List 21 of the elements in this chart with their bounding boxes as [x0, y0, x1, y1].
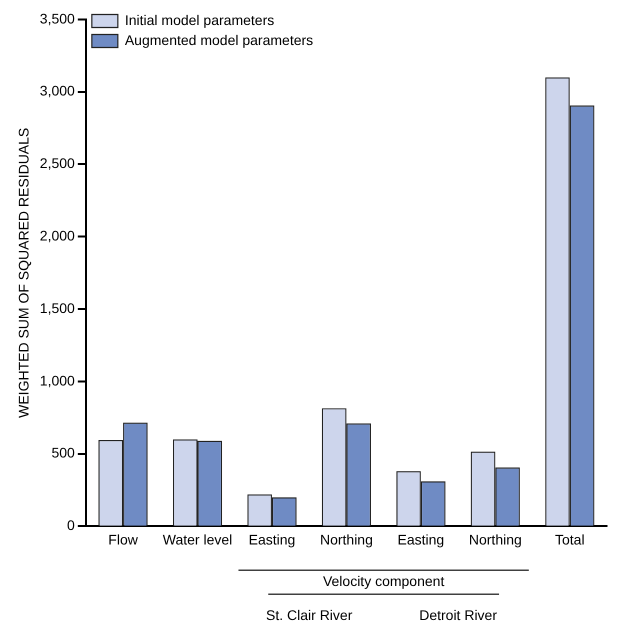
x-tick-label: Water level [162, 531, 232, 548]
x-tick-label: Northing [468, 531, 522, 548]
legend-label: Initial model parameters [124, 12, 274, 28]
x-tick-label: Easting [248, 531, 296, 548]
y-tick-label: 3,500 [40, 10, 76, 26]
x-tick-label: Total [554, 531, 585, 548]
legend-label: Augmented model parameters [124, 32, 314, 48]
y-axis-title: WEIGHTED SUM OF SQUARED RESIDUALS [15, 128, 32, 418]
x-tick-label: Flow [108, 531, 139, 548]
x-tick-label: Easting [398, 531, 444, 548]
y-tick-label: 0 [67, 517, 76, 534]
text: Velocity component [322, 573, 444, 590]
x-tick-label: Northing [320, 531, 373, 548]
y-tick-label: 3,000 [40, 82, 76, 99]
y-tick-label: 2,000 [40, 227, 76, 244]
y-tick-label: 1,500 [40, 300, 76, 316]
text: Detroit River [419, 607, 498, 624]
y-tick-label: 2,500 [40, 155, 76, 172]
y-tick-label: 500 [51, 444, 76, 461]
y-tick-label: 1,000 [40, 372, 76, 388]
text: St. Clair River [266, 607, 353, 624]
